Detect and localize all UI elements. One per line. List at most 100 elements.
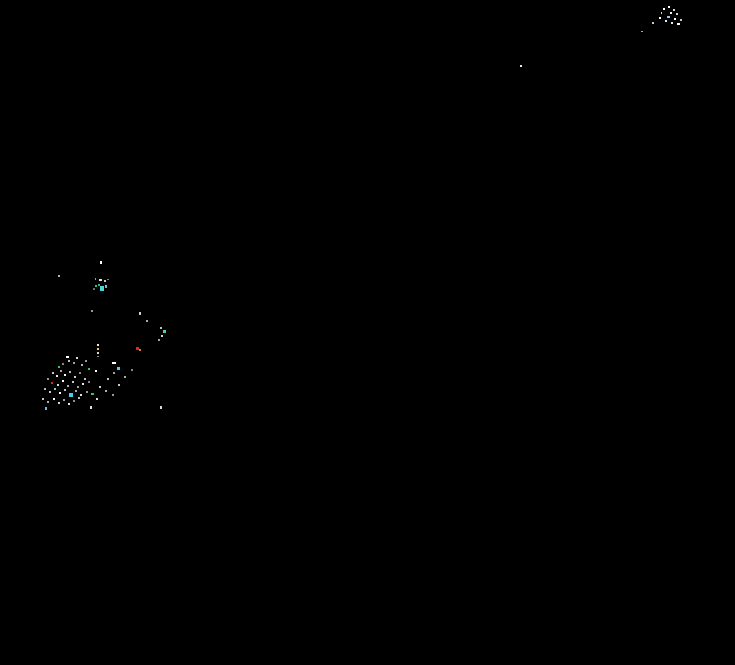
star-point [124,376,126,378]
star-point [69,393,73,397]
star-point [78,397,80,399]
star-point [95,370,97,372]
star-point [62,380,64,382]
star-point [161,335,163,337]
star-point [85,360,87,362]
star-point [663,8,665,10]
star-point [97,352,99,354]
star-point [112,394,114,396]
star-point [661,12,662,14]
star-point [520,65,522,67]
star-point [100,286,104,291]
star-point [93,288,95,290]
star-point [58,402,60,404]
star-point [163,330,166,333]
star-point [53,398,55,400]
star-point [136,347,139,350]
star-point [674,18,676,20]
star-point [73,400,75,402]
star-point [113,372,115,374]
star-point [75,390,77,392]
star-point [42,398,44,400]
star-point [139,312,141,315]
star-point [57,384,59,386]
star-point [131,369,133,371]
star-point [95,278,96,280]
star-point [59,392,61,394]
star-point [81,364,83,366]
star-point [52,372,54,374]
star-point [117,367,120,370]
star-point [673,9,675,11]
star-point [60,370,62,372]
star-point [76,357,78,359]
star-point [54,388,56,390]
star-point [105,285,107,288]
star-point [88,381,90,383]
star-point [68,403,70,405]
star-point [72,381,74,383]
star-point [105,390,107,392]
star-point [64,374,66,376]
star-point [677,23,680,25]
star-point [99,279,102,281]
star-point [51,382,53,384]
star-point [95,285,97,287]
star-point [665,20,667,22]
star-point [82,383,84,385]
star-point [112,362,116,364]
star-point [79,372,81,374]
star-point [80,394,82,396]
star-point [91,393,94,395]
star-point [91,310,93,312]
star-point [84,378,86,380]
star-point [67,385,69,387]
star-point [56,375,58,377]
star-point [58,275,60,277]
star-point [66,356,69,358]
star-point [69,371,71,373]
star-point [99,386,101,388]
star-point [158,339,160,341]
star-point [62,363,64,365]
star-point [97,356,99,357]
star-point [47,378,49,380]
star-point [104,280,106,282]
star-point [107,279,109,280]
star-point [676,13,678,15]
star-point [77,386,79,388]
star-point [58,366,60,368]
star-point [160,327,162,329]
star-point [88,368,90,370]
star-point [667,16,670,18]
star-point [671,22,673,24]
star-point [63,399,65,401]
star-point [68,360,70,362]
star-point [659,17,661,19]
star-point [641,31,643,32]
star-point [670,12,672,14]
star-point [45,407,47,410]
star-point [160,406,162,409]
star-point [74,376,76,378]
star-point [107,378,109,380]
star-point [64,389,66,391]
star-point [680,19,682,21]
star-point [96,398,98,400]
star-point [86,391,88,393]
star-point [118,384,120,386]
star-point [73,362,75,364]
star-point [100,261,102,264]
star-point [49,391,51,393]
star-point [47,401,49,403]
star-point [97,344,99,346]
star-point [668,6,670,8]
star-point [97,348,99,350]
star-point [652,22,654,24]
star-point [90,406,92,409]
star-point [146,320,148,322]
star-point [98,284,100,286]
star-point [44,388,46,390]
star-point [139,349,141,351]
